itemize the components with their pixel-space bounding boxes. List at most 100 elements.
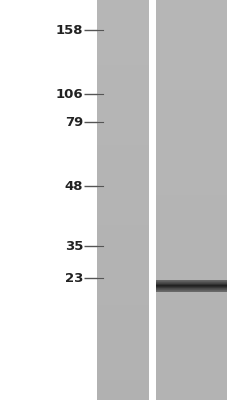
- Bar: [96, 375, 149, 380]
- Bar: [96, 85, 149, 90]
- Bar: [155, 135, 227, 140]
- Bar: [155, 370, 227, 375]
- Bar: [96, 50, 149, 55]
- Bar: [155, 50, 227, 55]
- Bar: [155, 291, 227, 292]
- Bar: [155, 55, 227, 60]
- Bar: [96, 190, 149, 195]
- Bar: [96, 20, 149, 25]
- Bar: [96, 195, 149, 200]
- Bar: [96, 145, 149, 150]
- Bar: [155, 70, 227, 75]
- Bar: [96, 45, 149, 50]
- Bar: [155, 195, 227, 200]
- Bar: [96, 370, 149, 375]
- Bar: [96, 75, 149, 80]
- Bar: [155, 20, 227, 25]
- Text: 23: 23: [64, 272, 83, 284]
- Bar: [96, 345, 149, 350]
- Bar: [96, 65, 149, 70]
- Bar: [96, 360, 149, 365]
- Text: 79: 79: [65, 116, 83, 128]
- Bar: [96, 0, 149, 5]
- Bar: [155, 205, 227, 210]
- Bar: [155, 395, 227, 400]
- Bar: [96, 250, 149, 255]
- Bar: [96, 135, 149, 140]
- Bar: [96, 235, 149, 240]
- Bar: [155, 245, 227, 250]
- Bar: [96, 40, 149, 45]
- Bar: [155, 175, 227, 180]
- Text: 35: 35: [64, 240, 83, 252]
- Bar: [96, 230, 149, 235]
- Text: 158: 158: [55, 24, 83, 36]
- Bar: [155, 385, 227, 390]
- Bar: [96, 310, 149, 315]
- Bar: [96, 300, 149, 305]
- Bar: [155, 285, 227, 290]
- Bar: [96, 165, 149, 170]
- Text: 106: 106: [55, 88, 83, 100]
- Bar: [149, 0, 155, 400]
- Bar: [155, 100, 227, 105]
- Bar: [96, 260, 149, 265]
- Bar: [155, 255, 227, 260]
- Bar: [96, 305, 149, 310]
- Bar: [155, 260, 227, 265]
- Bar: [155, 5, 227, 10]
- Bar: [155, 200, 227, 205]
- Bar: [96, 100, 149, 105]
- Bar: [155, 290, 227, 291]
- Bar: [96, 330, 149, 335]
- Bar: [155, 45, 227, 50]
- Bar: [155, 90, 227, 95]
- Bar: [155, 105, 227, 110]
- Bar: [96, 105, 149, 110]
- Bar: [96, 385, 149, 390]
- Bar: [155, 350, 227, 355]
- Bar: [96, 35, 149, 40]
- Bar: [96, 215, 149, 220]
- Bar: [96, 335, 149, 340]
- Bar: [96, 125, 149, 130]
- Bar: [155, 10, 227, 15]
- Bar: [96, 120, 149, 125]
- Bar: [0, 0, 96, 400]
- Bar: [96, 150, 149, 155]
- Bar: [155, 345, 227, 350]
- Bar: [96, 295, 149, 300]
- Bar: [155, 289, 227, 290]
- Bar: [155, 30, 227, 35]
- Bar: [155, 85, 227, 90]
- Bar: [155, 340, 227, 345]
- Bar: [155, 290, 227, 295]
- Bar: [96, 220, 149, 225]
- Bar: [96, 290, 149, 295]
- Bar: [96, 175, 149, 180]
- Bar: [96, 390, 149, 395]
- Bar: [96, 10, 149, 15]
- Bar: [155, 60, 227, 65]
- Bar: [96, 380, 149, 385]
- Bar: [96, 90, 149, 95]
- Bar: [96, 170, 149, 175]
- Text: 48: 48: [64, 180, 83, 192]
- Bar: [155, 155, 227, 160]
- Bar: [155, 310, 227, 315]
- Bar: [155, 355, 227, 360]
- Bar: [155, 75, 227, 80]
- Bar: [96, 315, 149, 320]
- Bar: [155, 80, 227, 85]
- Bar: [155, 265, 227, 270]
- Bar: [96, 205, 149, 210]
- Bar: [96, 110, 149, 115]
- Bar: [155, 15, 227, 20]
- Bar: [155, 240, 227, 245]
- Bar: [155, 0, 227, 5]
- Bar: [155, 120, 227, 125]
- Bar: [96, 270, 149, 275]
- Bar: [155, 280, 227, 285]
- Bar: [96, 240, 149, 245]
- Bar: [96, 80, 149, 85]
